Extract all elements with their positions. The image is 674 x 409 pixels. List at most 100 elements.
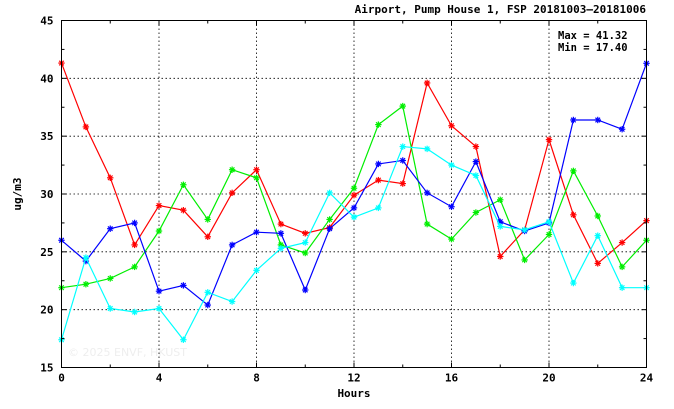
data-point [350, 191, 358, 199]
data-point [448, 203, 455, 210]
x-tick-label: 4 [156, 372, 163, 385]
data-point [472, 143, 480, 150]
data-point [228, 166, 236, 173]
watermark: © 2025 ENVF, HKUST [68, 346, 187, 359]
data-point [204, 233, 211, 240]
x-tick-label: 0 [58, 372, 65, 385]
data-point [594, 212, 601, 220]
series-1 [58, 102, 650, 291]
series-0 [58, 59, 650, 267]
data-point [472, 172, 480, 179]
ticks: 0 4 8 12 16 20 24 15 20 25 30 35 40 45 [40, 15, 653, 385]
data-point [228, 241, 236, 249]
data-point [180, 282, 187, 289]
y-axis-label: ug/m3 [11, 177, 24, 210]
data-point [497, 223, 504, 230]
data-point [594, 232, 601, 239]
data-point [277, 245, 285, 252]
data-point [228, 298, 236, 305]
data-point [155, 287, 163, 295]
data-point [326, 189, 333, 197]
data-point [350, 204, 358, 212]
data-point [253, 228, 260, 236]
data-point [594, 116, 601, 124]
data-point [448, 161, 455, 169]
data-point [545, 218, 553, 225]
data-point [302, 230, 309, 237]
x-tick-label: 24 [640, 372, 654, 385]
data-point [423, 189, 431, 197]
y-tick-label: 30 [40, 188, 53, 201]
data-point [521, 226, 528, 234]
data-point [618, 239, 626, 246]
series-3 [58, 143, 650, 343]
x-tick-label: 20 [542, 372, 555, 385]
x-axis-label: Hours [337, 387, 370, 400]
data-point [82, 281, 90, 288]
data-point [180, 336, 187, 343]
data-point [155, 227, 163, 235]
y-tick-label: 25 [40, 246, 53, 259]
y-tick-label: 40 [40, 72, 53, 85]
data-point [82, 123, 90, 131]
data-point [107, 174, 114, 182]
data-point [302, 286, 309, 294]
data-point [570, 167, 577, 175]
y-tick-label: 45 [40, 15, 53, 28]
data-point [472, 158, 480, 165]
data-point [204, 289, 211, 296]
data-point [350, 213, 358, 221]
y-tick-label: 15 [40, 362, 53, 375]
data-point [180, 181, 187, 188]
data-point [277, 220, 285, 228]
data-point [253, 174, 260, 182]
x-tick-label: 12 [347, 372, 360, 385]
data-point [618, 284, 626, 291]
data-point [618, 126, 626, 133]
data-point [253, 267, 260, 274]
data-point [375, 176, 382, 184]
data-point [204, 216, 211, 223]
data-point [375, 204, 382, 212]
data-point [399, 180, 406, 187]
data-point [131, 241, 138, 249]
x-tick-label: 8 [253, 372, 260, 385]
data-point [107, 305, 114, 312]
data-point [107, 225, 114, 232]
data-point [131, 219, 138, 227]
data-point [497, 196, 504, 203]
min-label: Min = 17.40 [558, 42, 628, 54]
data-point [82, 254, 90, 261]
data-point [570, 279, 577, 287]
data-point [570, 211, 577, 219]
data-point [521, 256, 528, 264]
data-point [497, 253, 504, 260]
y-tick-label: 20 [40, 304, 53, 317]
data-point [131, 308, 138, 316]
data-point [399, 143, 406, 150]
chart-title: Airport, Pump House 1, FSP 20181003–2018… [355, 3, 647, 16]
data-point [399, 102, 406, 110]
series-line [60, 145, 647, 341]
data-point [618, 263, 626, 271]
data-point [423, 220, 431, 228]
data-point [545, 231, 553, 238]
series-layer [58, 59, 650, 343]
data-point [228, 189, 236, 197]
data-point [375, 121, 382, 128]
data-point [302, 239, 309, 246]
data-point [399, 157, 406, 164]
data-point [326, 216, 333, 223]
data-point [448, 122, 455, 129]
data-point [204, 301, 211, 309]
data-point [545, 136, 553, 143]
data-point [423, 79, 431, 87]
data-point [107, 275, 114, 282]
max-label: Max = 41.32 [558, 30, 628, 42]
data-point [423, 145, 431, 153]
data-point [472, 209, 480, 216]
data-point [253, 166, 260, 173]
data-point [302, 249, 309, 257]
x-tick-label: 16 [445, 372, 459, 385]
